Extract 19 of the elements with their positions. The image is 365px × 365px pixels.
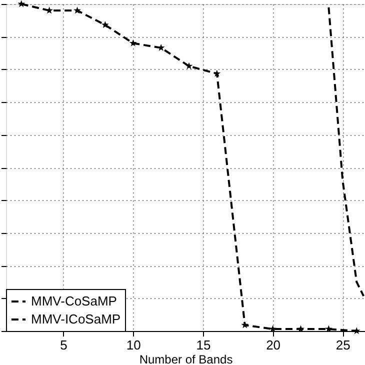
x-tick-label: 25 <box>336 338 350 352</box>
point <box>241 321 249 328</box>
x-tick-label: 10 <box>126 338 141 352</box>
point <box>325 325 332 332</box>
point <box>297 325 304 332</box>
legend-label: MMV-CoSaMP <box>31 294 117 308</box>
point <box>74 6 81 14</box>
point <box>185 62 193 70</box>
point <box>352 327 360 334</box>
point <box>102 21 109 28</box>
point <box>18 0 26 8</box>
point <box>269 325 276 332</box>
x-axis-title: Number of Bands <box>139 352 233 365</box>
x-tick-label: 15 <box>196 338 211 352</box>
x-tick-label: 5 <box>60 338 68 352</box>
x-tick-label: 20 <box>266 338 281 352</box>
point <box>213 70 221 77</box>
legend-label: MMV-ICoSaMP <box>31 312 121 326</box>
point <box>129 39 137 46</box>
